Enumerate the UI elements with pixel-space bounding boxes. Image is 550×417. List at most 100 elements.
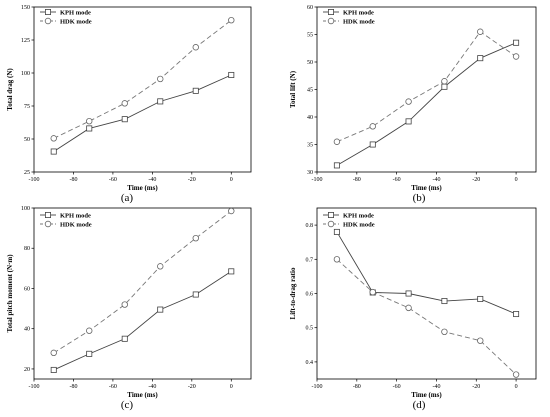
data-point — [477, 28, 484, 35]
data-point — [405, 118, 412, 125]
legend-label: HDK mode — [60, 221, 92, 228]
data-point — [192, 291, 199, 298]
legend-marker — [327, 211, 334, 218]
data-point — [333, 228, 340, 235]
data-point — [441, 83, 448, 90]
series-line — [53, 74, 232, 152]
series-line — [336, 231, 517, 315]
x-tick-label: 0 — [515, 384, 518, 390]
y-tick-label: 0.8 — [306, 223, 314, 229]
data-point — [228, 17, 235, 24]
y-axis-label: Total drag (N) — [6, 68, 14, 111]
data-point — [405, 98, 412, 105]
data-point — [192, 44, 199, 51]
data-point — [333, 162, 340, 169]
x-tick-label: -40 — [148, 177, 156, 183]
data-point — [477, 337, 484, 344]
plot-frame — [33, 6, 252, 173]
x-tick-label: -40 — [432, 177, 440, 183]
x-tick-label: -80 — [69, 177, 77, 183]
data-point — [513, 39, 520, 46]
chart-panel-2: -100 -80 -60 -40 -20 0 30 35 40 45 50 55 60 Time (ms)… — [289, 5, 537, 204]
plot-frame — [33, 207, 252, 380]
y-tick-label: 60 — [24, 286, 30, 292]
x-tick-label: -60 — [109, 177, 117, 183]
x-tick-label: -20 — [472, 384, 480, 390]
data-point — [50, 366, 57, 373]
x-tick-label: 0 — [515, 177, 518, 183]
y-tick-label: 25 — [24, 170, 30, 176]
data-point — [228, 268, 235, 275]
y-tick-label: 80 — [24, 246, 30, 252]
data-point — [86, 350, 93, 357]
data-point — [477, 295, 484, 302]
plot-frame — [316, 207, 537, 380]
x-tick-label: -40 — [148, 384, 156, 390]
legend-marker — [327, 220, 335, 228]
x-axis-label: Time (ms) — [411, 184, 442, 192]
x-tick-label: -20 — [188, 384, 196, 390]
series-kph — [50, 71, 235, 155]
y-axis-label: Total lift (N) — [289, 70, 297, 108]
legend-marker — [45, 211, 52, 218]
data-point — [86, 327, 93, 334]
chart-panel-1: -100 -80 -60 -40 -20 0 25 50 75 100 125 150 Time (ms… — [6, 5, 252, 204]
x-axis-label: Time (ms) — [127, 184, 158, 192]
series-line — [53, 270, 232, 371]
y-tick-label: 100 — [21, 206, 30, 212]
y-tick-label: 125 — [21, 38, 30, 44]
y-tick-label: 30 — [307, 170, 313, 176]
y-tick-label: 55 — [307, 33, 313, 39]
data-point — [405, 290, 412, 297]
x-tick-label: 0 — [230, 177, 233, 183]
legend-label: KPH mode — [343, 9, 374, 16]
data-point — [50, 349, 57, 357]
data-point — [192, 87, 199, 94]
chart-panel-3: -100 -80 -60 -40 -20 0 20 40 60 80 100 Time (ms) Tot… — [6, 206, 252, 411]
plot-frame — [316, 6, 537, 173]
y-tick-label: 40 — [307, 115, 313, 121]
series-line — [336, 258, 517, 375]
x-axis-label: Time (ms) — [127, 391, 158, 399]
y-tick-label: 0.6 — [306, 292, 314, 298]
y-tick-label: 35 — [307, 143, 313, 149]
data-point — [86, 125, 93, 132]
data-point — [121, 335, 128, 342]
data-point — [228, 207, 235, 215]
data-point — [333, 256, 341, 263]
legend-label: HDK mode — [60, 18, 92, 25]
x-tick-label: -100 — [29, 177, 40, 183]
x-tick-label: -20 — [472, 177, 480, 183]
data-point — [477, 55, 484, 62]
series-line — [336, 31, 517, 143]
legend-label: HDK mode — [343, 221, 375, 228]
y-tick-label: 45 — [307, 88, 313, 94]
data-point — [192, 234, 199, 242]
series-kph — [333, 39, 520, 169]
x-tick-label: -100 — [312, 384, 323, 390]
legend-marker — [327, 8, 334, 15]
data-point — [512, 53, 520, 60]
series-hdk — [50, 17, 235, 142]
series-line — [53, 210, 232, 354]
legend-label: HDK mode — [343, 18, 375, 25]
x-tick-label: -60 — [109, 384, 117, 390]
data-point — [121, 100, 128, 107]
y-tick-label: 50 — [307, 60, 313, 66]
legend-label: KPH mode — [60, 212, 91, 219]
y-axis-label: Lift-to-drag ratio — [289, 267, 297, 319]
data-point — [157, 263, 164, 270]
x-tick-label: -40 — [432, 384, 440, 390]
data-point — [157, 75, 164, 83]
x-tick-label: -80 — [353, 384, 361, 390]
legend-marker — [44, 17, 52, 25]
data-point — [50, 135, 57, 142]
series-hdk — [50, 207, 235, 357]
data-point — [157, 306, 164, 313]
data-point — [441, 298, 448, 305]
data-point — [369, 141, 376, 148]
y-tick-label: 0.7 — [306, 257, 314, 263]
data-point — [441, 78, 448, 85]
series-hdk — [333, 256, 520, 378]
legend-marker — [327, 17, 335, 25]
